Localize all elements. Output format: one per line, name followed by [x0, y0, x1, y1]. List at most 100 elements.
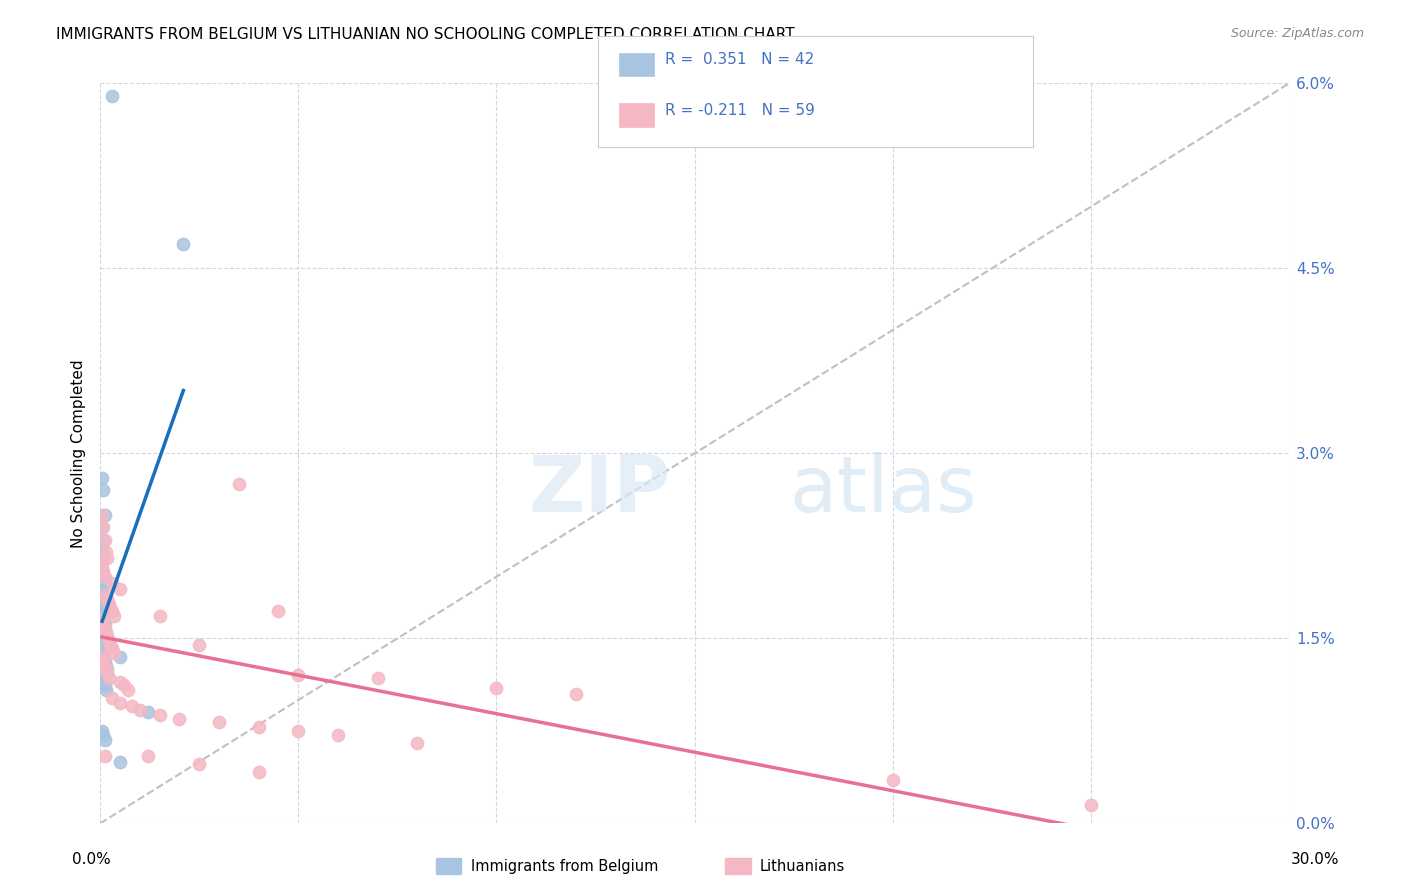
- Point: [91, 616, 114, 631]
- Point: [91, 570, 114, 584]
- Point: [91, 588, 114, 602]
- Point: [94, 600, 117, 615]
- Text: Lithuanians: Lithuanians: [759, 859, 845, 873]
- Point: [97, 641, 120, 656]
- Point: [91, 609, 114, 624]
- Point: [94, 748, 117, 763]
- Point: [485, 681, 508, 695]
- Text: IMMIGRANTS FROM BELGIUM VS LITHUANIAN NO SCHOOLING COMPLETED CORRELATION CHART: IMMIGRANTS FROM BELGIUM VS LITHUANIAN NO…: [56, 27, 794, 42]
- Point: [91, 551, 114, 566]
- Point: [94, 658, 117, 673]
- Point: [108, 674, 131, 689]
- Point: [91, 654, 114, 668]
- Point: [96, 604, 118, 618]
- Text: atlas: atlas: [790, 452, 977, 528]
- Point: [882, 773, 904, 788]
- Point: [94, 575, 117, 590]
- Point: [94, 629, 117, 643]
- Point: [267, 604, 290, 618]
- Point: [94, 570, 117, 584]
- Point: [564, 687, 586, 701]
- Point: [96, 665, 118, 680]
- Point: [91, 674, 114, 689]
- Point: [94, 533, 117, 547]
- Point: [326, 728, 349, 742]
- Point: [94, 658, 117, 673]
- Point: [188, 757, 211, 772]
- Point: [91, 622, 114, 636]
- Point: [148, 609, 170, 624]
- Point: [101, 575, 124, 590]
- Point: [208, 715, 231, 730]
- Point: [91, 564, 114, 578]
- Point: [91, 558, 114, 572]
- Point: [97, 633, 120, 648]
- Point: [121, 699, 143, 714]
- Point: [91, 533, 114, 547]
- Point: [91, 471, 114, 485]
- Point: [101, 88, 124, 103]
- Text: R =  0.351   N = 42: R = 0.351 N = 42: [665, 53, 814, 67]
- Point: [108, 696, 131, 710]
- Point: [94, 633, 117, 648]
- Point: [94, 508, 117, 522]
- Point: [228, 477, 250, 491]
- Point: [91, 564, 114, 578]
- Point: [117, 683, 139, 698]
- Point: [91, 613, 114, 627]
- Text: Source: ZipAtlas.com: Source: ZipAtlas.com: [1230, 27, 1364, 40]
- Point: [91, 508, 114, 522]
- Point: [91, 545, 114, 559]
- Point: [94, 662, 117, 676]
- Point: [96, 591, 118, 606]
- Point: [94, 588, 117, 602]
- Point: [96, 629, 118, 643]
- Point: [91, 728, 114, 742]
- Point: [94, 683, 117, 698]
- Point: [97, 597, 120, 611]
- Point: [1080, 797, 1102, 812]
- Point: [94, 622, 117, 636]
- Text: 30.0%: 30.0%: [1291, 852, 1339, 867]
- Point: [103, 646, 125, 660]
- Point: [136, 748, 159, 763]
- Point: [94, 654, 117, 668]
- Point: [287, 723, 309, 738]
- Point: [112, 678, 135, 692]
- Point: [97, 671, 120, 685]
- Y-axis label: No Schooling Completed: No Schooling Completed: [72, 359, 86, 548]
- Text: 0.0%: 0.0%: [72, 852, 111, 867]
- Point: [91, 591, 114, 606]
- Point: [169, 712, 191, 726]
- Point: [96, 551, 118, 566]
- Point: [94, 678, 117, 692]
- Point: [367, 671, 389, 685]
- Point: [91, 483, 114, 498]
- Point: [91, 649, 114, 664]
- Point: [91, 649, 114, 664]
- Point: [172, 236, 194, 251]
- Point: [188, 638, 211, 652]
- Text: R = -0.211   N = 59: R = -0.211 N = 59: [665, 103, 815, 118]
- Point: [91, 613, 114, 627]
- Point: [128, 703, 150, 717]
- Point: [148, 707, 170, 722]
- Point: [96, 638, 118, 652]
- Point: [98, 638, 121, 652]
- Point: [108, 582, 131, 596]
- Point: [101, 641, 124, 656]
- Point: [247, 764, 270, 779]
- Point: [136, 706, 159, 720]
- Point: [94, 597, 117, 611]
- Point: [247, 720, 270, 734]
- Point: [101, 690, 124, 705]
- Text: ZIP: ZIP: [529, 452, 671, 528]
- Point: [91, 625, 114, 640]
- Point: [94, 616, 117, 631]
- Point: [91, 646, 114, 660]
- Point: [94, 625, 117, 640]
- Point: [103, 609, 125, 624]
- Point: [91, 520, 114, 534]
- Point: [406, 736, 429, 750]
- Text: Immigrants from Belgium: Immigrants from Belgium: [471, 859, 658, 873]
